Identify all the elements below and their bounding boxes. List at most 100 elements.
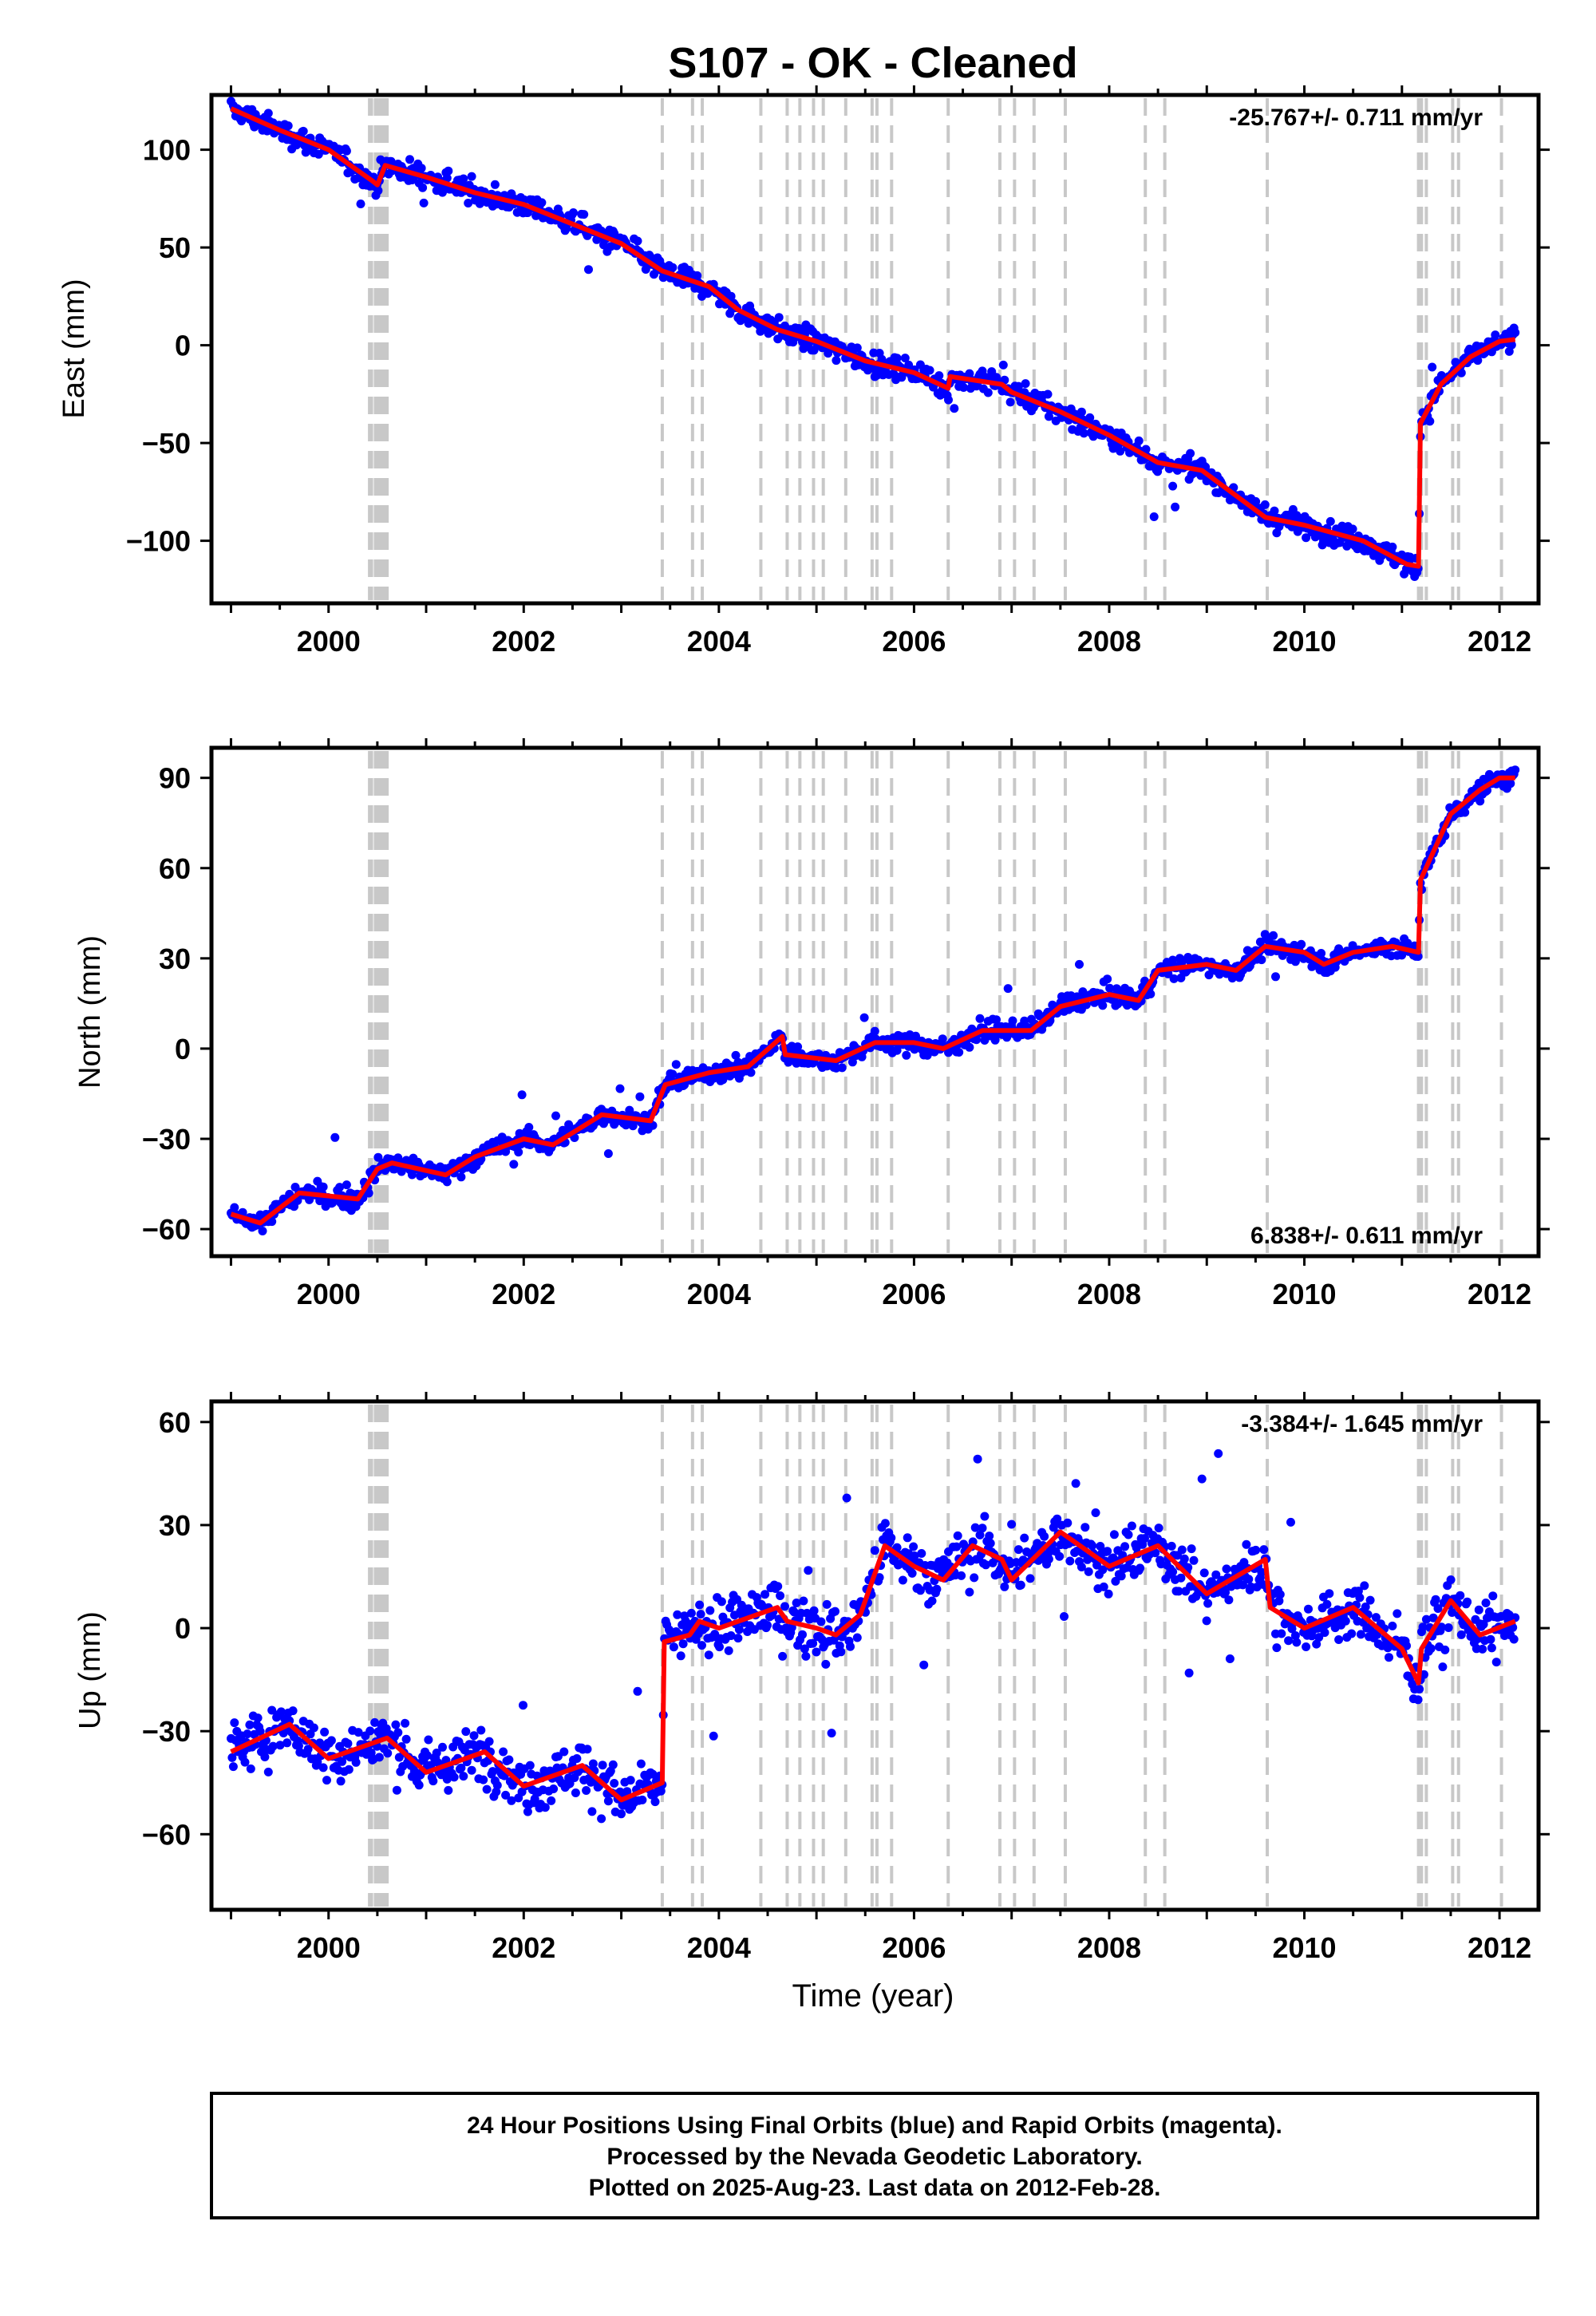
data-point [1393, 1609, 1402, 1618]
data-point [1302, 533, 1311, 543]
data-point [598, 1761, 607, 1770]
data-point [401, 1718, 410, 1728]
data-point [1314, 1633, 1324, 1642]
data-point [1111, 1576, 1120, 1586]
data-point [1197, 1474, 1207, 1484]
data-point [1347, 1629, 1357, 1638]
data-point [799, 1596, 808, 1606]
data-point [852, 1633, 862, 1642]
data-point [551, 1111, 560, 1120]
data-point [870, 1546, 879, 1555]
data-point [638, 1795, 647, 1804]
data-point [524, 1123, 534, 1132]
data-point [530, 1794, 539, 1804]
data-point [1044, 1555, 1053, 1564]
y-tick-label: −50 [142, 427, 191, 460]
data-point [1084, 1567, 1093, 1576]
data-point [1476, 796, 1485, 806]
data-point [364, 1188, 373, 1198]
data-point [1509, 1634, 1519, 1644]
data-point [318, 1182, 328, 1192]
data-point [793, 1042, 803, 1052]
data-point [952, 1542, 962, 1551]
data-point [275, 1741, 285, 1750]
data-point [1088, 1541, 1097, 1551]
data-point [778, 1651, 788, 1661]
x-tick-label: 2006 [882, 1931, 946, 1964]
x-axis-label: Time (year) [792, 1978, 954, 2014]
data-point [1071, 1479, 1080, 1488]
data-point [980, 1512, 990, 1521]
rate-label: -3.384+/- 1.645 mm/yr [1241, 1411, 1483, 1437]
data-point [774, 313, 784, 322]
data-point [1286, 1517, 1295, 1527]
data-point [615, 1084, 625, 1093]
data-point [1177, 957, 1187, 966]
data-point [442, 173, 452, 183]
data-point [1474, 1605, 1483, 1614]
data-point [1116, 446, 1125, 456]
x-tick-label: 2012 [1468, 625, 1531, 658]
data-point [1272, 1643, 1282, 1653]
data-point [1168, 955, 1178, 965]
data-point [808, 1638, 818, 1648]
data-point [1322, 1599, 1332, 1609]
data-point [1098, 1565, 1108, 1575]
data-point [343, 1739, 353, 1749]
data-point [1481, 1599, 1491, 1607]
data-point [852, 343, 862, 353]
data-point [1304, 1604, 1313, 1614]
data-point [449, 1773, 459, 1782]
data-point [1199, 1568, 1209, 1578]
data-point [461, 1727, 471, 1737]
data-point [970, 1573, 979, 1583]
data-point [365, 1726, 375, 1736]
data-point [1388, 542, 1397, 551]
data-point [965, 369, 974, 378]
data-point [726, 1631, 736, 1640]
data-point [1388, 1621, 1397, 1630]
data-point [717, 1597, 726, 1607]
data-point [1426, 1644, 1436, 1654]
data-point [537, 198, 547, 207]
data-point [1151, 1548, 1160, 1558]
data-point [1325, 516, 1335, 526]
x-tick-label: 2004 [687, 1278, 751, 1310]
data-point [954, 1048, 964, 1057]
data-point [650, 270, 658, 279]
east-y-axis-label: East (mm) [57, 279, 91, 418]
x-tick-label: 2010 [1272, 1931, 1336, 1964]
data-point [981, 1560, 990, 1570]
data-point [237, 117, 247, 126]
data-point [635, 1092, 645, 1101]
data-point [517, 1090, 527, 1100]
data-point [900, 354, 910, 363]
data-point [1140, 1534, 1149, 1543]
data-point [1103, 974, 1112, 984]
data-point [676, 1651, 685, 1661]
data-point [1203, 1599, 1213, 1608]
x-tick-label: 2010 [1272, 625, 1336, 658]
data-point [633, 1686, 642, 1696]
y-tick-label: 0 [175, 1033, 191, 1065]
data-point [228, 1762, 238, 1772]
data-point [671, 1060, 681, 1069]
data-point [1242, 1539, 1251, 1549]
data-point [1257, 955, 1266, 965]
data-point [444, 166, 453, 176]
data-point [569, 208, 578, 217]
data-point [553, 1752, 563, 1761]
data-point [965, 1587, 974, 1597]
data-point [1269, 931, 1278, 940]
data-point [831, 1607, 839, 1616]
data-point [1353, 1587, 1363, 1596]
data-point [998, 360, 1008, 370]
data-point [484, 1737, 494, 1746]
data-point [258, 1227, 267, 1235]
data-point [1341, 1616, 1350, 1626]
data-point [1149, 512, 1159, 521]
data-point [1186, 449, 1195, 458]
data-point [1080, 1523, 1090, 1532]
data-point [1260, 500, 1270, 509]
data-point [305, 1195, 314, 1204]
